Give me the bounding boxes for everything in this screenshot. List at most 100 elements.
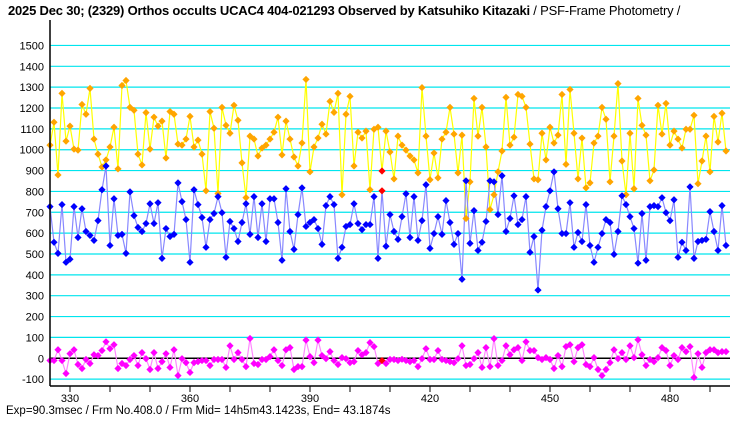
background-point — [674, 355, 682, 364]
comparison-star-point — [450, 240, 458, 248]
comparison-star-point — [354, 219, 362, 228]
background-point — [58, 356, 66, 365]
target-star-point — [366, 186, 374, 194]
comparison-star-point — [298, 184, 306, 192]
target-star-point — [298, 139, 306, 147]
target-star-point — [526, 140, 534, 148]
background-point — [154, 364, 162, 373]
comparison-star-point — [134, 223, 142, 232]
comparison-star-point — [466, 239, 474, 247]
comparison-star-point — [654, 203, 662, 211]
target-star-point — [390, 175, 398, 183]
background-point — [226, 342, 234, 350]
target-star-point — [506, 141, 514, 149]
comparison-star-point — [130, 212, 138, 220]
background-point — [274, 356, 282, 365]
comparison-star-point — [114, 231, 122, 240]
target-star-point — [210, 124, 218, 132]
background-point — [334, 360, 342, 369]
background-point — [254, 360, 262, 369]
background-point — [174, 371, 182, 380]
comparison-star-point — [154, 199, 162, 207]
comparison-star-point — [522, 193, 530, 201]
comparison-star-point — [530, 232, 538, 241]
target-star-point — [322, 130, 330, 138]
target-star-point — [590, 139, 598, 147]
target-star-point — [226, 129, 234, 137]
comparison-star-point — [146, 200, 154, 208]
target-star-point — [438, 135, 446, 143]
target-star-point — [222, 121, 230, 129]
comparison-star-point — [50, 238, 58, 246]
background-point — [634, 336, 642, 344]
target-star-point — [426, 176, 434, 184]
chart-title: 2025 Dec 30; (2329) Orthos occults UCAC4… — [8, 3, 680, 18]
target-star-point — [722, 147, 730, 155]
target-star-point — [566, 85, 574, 94]
background-point — [74, 360, 82, 369]
target-star-point — [138, 161, 146, 169]
background-point — [630, 354, 638, 362]
target-star-point — [286, 135, 294, 143]
comparison-star-point — [378, 187, 386, 195]
comparison-star-point — [518, 215, 526, 224]
background-point — [718, 347, 726, 356]
target-star-point — [62, 137, 70, 145]
target-star-point — [418, 83, 426, 92]
comparison-star-point — [226, 217, 234, 226]
target-star-point — [454, 169, 462, 177]
comparison-star-point — [446, 218, 454, 227]
background-point — [330, 356, 338, 365]
background-point — [142, 355, 150, 363]
target-star-point — [642, 131, 650, 139]
target-star-point — [486, 205, 494, 214]
target-star-point — [550, 139, 558, 147]
background-point — [714, 349, 722, 357]
background-point — [626, 342, 634, 350]
comparison-star-point — [122, 249, 130, 257]
background-point — [354, 346, 362, 355]
comparison-star-point — [330, 200, 338, 209]
x-tick-label: 450 — [541, 393, 559, 405]
comparison-star-point — [314, 224, 322, 233]
background-point — [546, 355, 554, 364]
y-tick-label: 700 — [26, 207, 44, 219]
target-star-point — [242, 194, 250, 202]
comparison-star-point — [190, 186, 198, 194]
target-star-point — [562, 160, 570, 168]
target-star-point — [338, 191, 346, 199]
comparison-star-point — [598, 229, 606, 238]
background-point — [662, 346, 670, 355]
comparison-star-point — [458, 275, 466, 283]
background-point — [486, 363, 494, 371]
background-point — [50, 356, 58, 365]
comparison-star-point — [54, 249, 62, 257]
comparison-star-point — [222, 253, 230, 261]
target-star-point — [490, 191, 498, 199]
comparison-star-point — [230, 224, 238, 233]
target-star-point — [610, 132, 618, 140]
target-star-point — [570, 129, 578, 137]
background-point — [682, 347, 690, 356]
y-tick-label: -100 — [22, 374, 44, 386]
comparison-star-point — [678, 238, 686, 246]
target-star-point — [198, 150, 206, 158]
comparison-star-point — [630, 224, 638, 233]
target-star-point — [182, 135, 190, 143]
target-star-point — [334, 89, 342, 98]
background-point — [450, 359, 458, 367]
chart-title-sub: / PSF-Frame Photometry / — [529, 3, 681, 18]
target-star-point — [142, 108, 150, 117]
target-star-point — [122, 76, 130, 85]
background-point — [130, 351, 138, 360]
background-point — [150, 349, 158, 357]
target-star-point — [82, 110, 90, 118]
target-star-point — [630, 185, 638, 193]
background-point — [566, 341, 574, 349]
target-star-point — [126, 103, 134, 111]
target-star-point — [190, 143, 198, 151]
comparison-star-point — [174, 179, 182, 187]
target-star-point — [90, 135, 98, 143]
comparison-star-point — [326, 193, 334, 201]
background-point — [422, 345, 430, 353]
